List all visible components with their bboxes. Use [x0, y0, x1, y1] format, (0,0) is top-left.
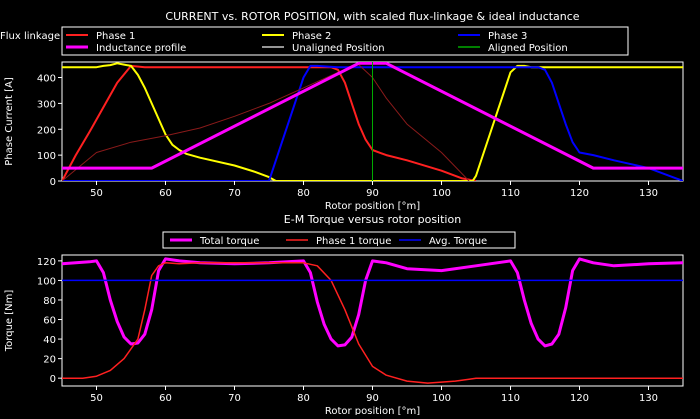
legend-label: Flux linkage [0, 31, 60, 42]
x-tick-label: 130 [639, 393, 658, 404]
x-tick-label: 80 [297, 188, 310, 199]
legend-label: Unaligned Position [292, 43, 385, 54]
x-tick-label: 120 [570, 188, 589, 199]
legend-label: Phase 3 [488, 31, 527, 42]
legend-label: Inductance profile [96, 43, 186, 54]
legend-label: Total torque [199, 236, 259, 247]
legend-label: Aligned Position [488, 43, 568, 54]
y-tick-label: 120 [37, 257, 56, 268]
x-tick-label: 100 [432, 393, 451, 404]
legend-box [162, 231, 516, 249]
x-tick-label: 70 [228, 188, 241, 199]
chart-title: CURRENT vs. ROTOR POSITION, with scaled … [165, 10, 579, 23]
chart-1: CURRENT vs. ROTOR POSITION, with scaled … [0, 10, 684, 212]
x-tick-label: 60 [159, 393, 172, 404]
y-tick-label: 80 [43, 296, 56, 307]
y-tick-label: 0 [50, 177, 56, 188]
y-tick-label: 20 [43, 355, 56, 366]
legend-label: Phase 1 torque [316, 236, 391, 247]
series-phase-2 [62, 62, 683, 181]
y-tick-label: 100 [37, 151, 56, 162]
chart-title: E-M Torque versus rotor position [284, 213, 461, 226]
legend-label: Phase 1 [96, 31, 135, 42]
legend-label: Phase 2 [292, 31, 331, 42]
x-tick-label: 70 [228, 393, 241, 404]
y-tick-label: 400 [37, 74, 56, 85]
legend-box [61, 26, 629, 56]
series-flux-linkage [62, 64, 470, 181]
series-phase-1 [62, 64, 477, 181]
x-tick-label: 110 [501, 393, 520, 404]
y-tick-label: 0 [50, 374, 56, 385]
y-tick-label: 40 [43, 335, 56, 346]
x-tick-label: 120 [570, 393, 589, 404]
x-tick-label: 110 [501, 188, 520, 199]
chart-2: E-M Torque versus rotor position 50 60 70 80… [4, 213, 684, 417]
series-phase-3 [62, 64, 683, 181]
y-tick-label: 300 [37, 99, 56, 110]
series-total-torque [62, 257, 683, 348]
y-tick-label: 60 [43, 316, 56, 327]
y-axis-label: Torque [Nm] [4, 290, 15, 353]
x-axis-label: Rotor position [°m] [325, 201, 420, 212]
x-tick-label: 50 [90, 188, 103, 199]
x-tick-label: 90 [366, 393, 379, 404]
x-axis-label: Rotor position [°m] [325, 406, 420, 415]
x-tick-label: 60 [159, 188, 172, 199]
y-axis-label: Phase Current [A] [4, 77, 15, 166]
legend-label: Avg. Torque [429, 236, 487, 247]
y-tick-label: 100 [37, 276, 56, 287]
series-phase-1-torque [62, 262, 683, 384]
y-tick-label: 200 [37, 125, 56, 136]
x-tick-label: 130 [639, 188, 658, 199]
x-tick-label: 80 [297, 393, 310, 404]
x-tick-label: 90 [366, 188, 379, 199]
x-tick-label: 50 [90, 393, 103, 404]
x-tick-label: 100 [432, 188, 451, 199]
